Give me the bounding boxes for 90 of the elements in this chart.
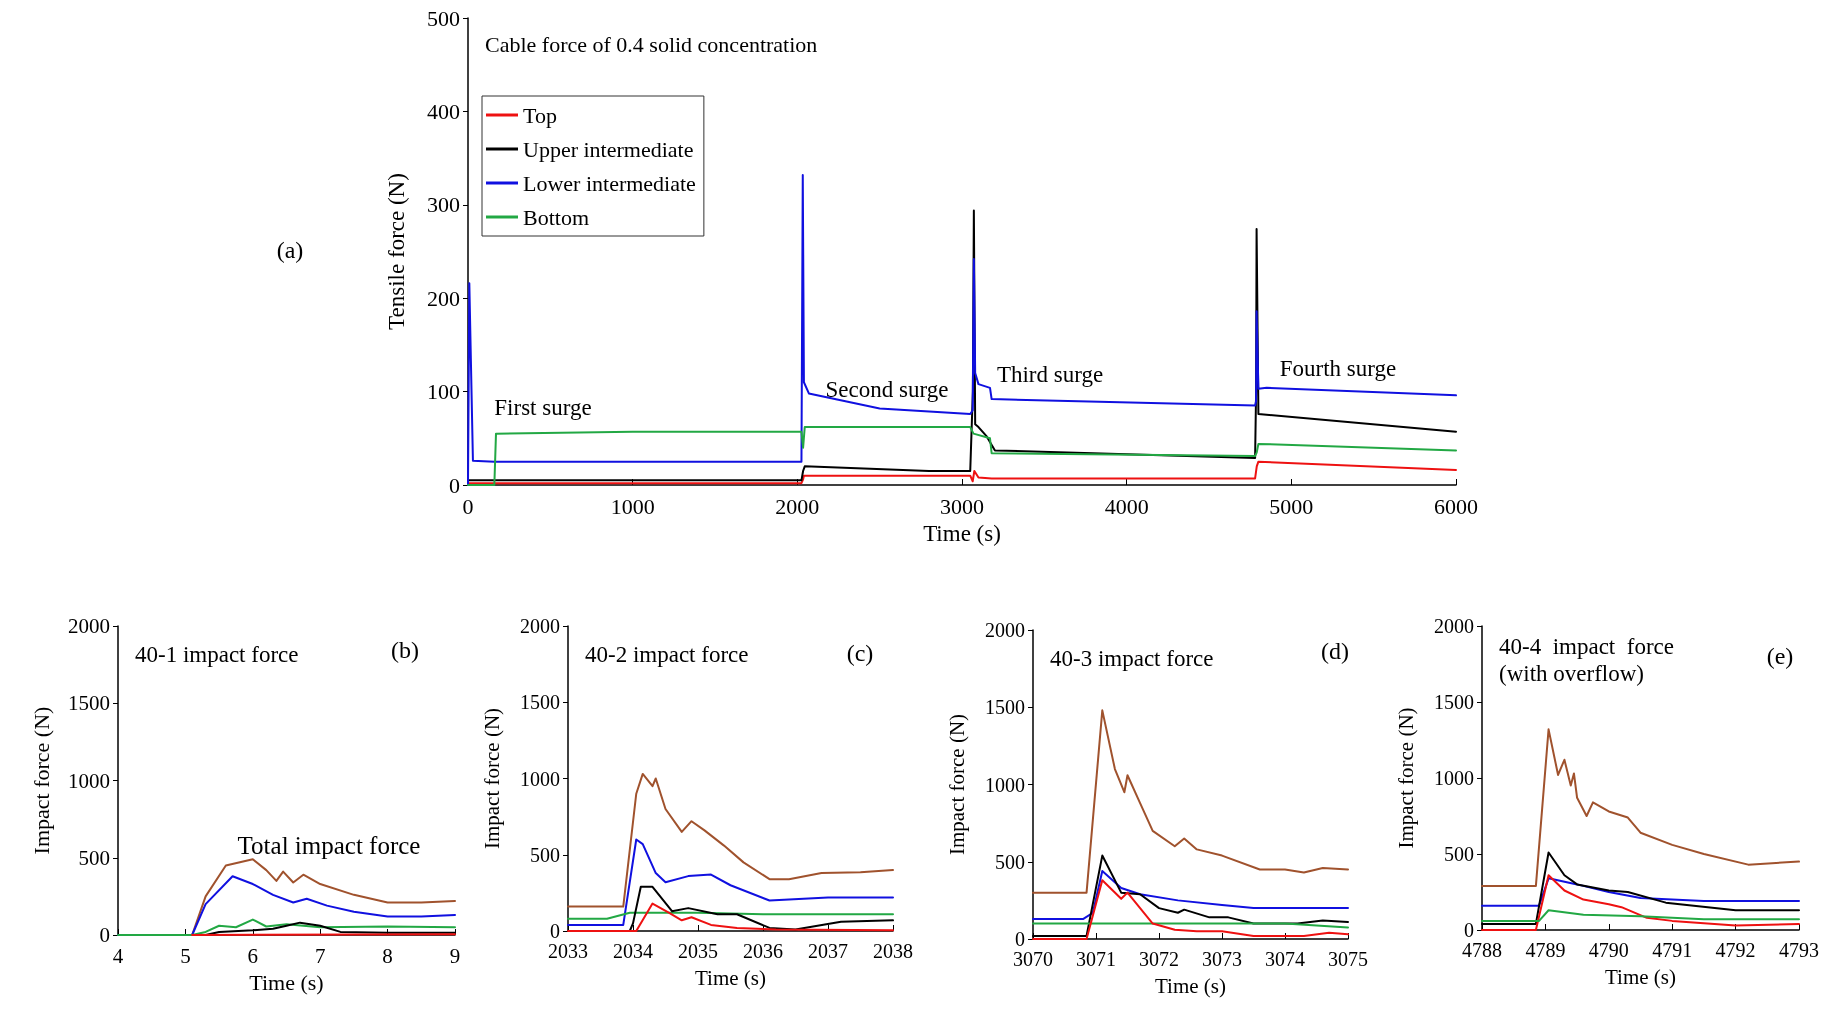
annotation: (b) bbox=[391, 637, 419, 663]
x-tick-label: 4000 bbox=[1104, 493, 1149, 519]
x-tick-label: 4792 bbox=[1715, 939, 1756, 961]
x-tick-label: 1000 bbox=[610, 493, 655, 519]
x-tick-label: 4790 bbox=[1588, 939, 1629, 961]
annotation: Third surge bbox=[996, 361, 1104, 387]
x-tick-label: 3070 bbox=[1013, 948, 1053, 970]
annotation: (d) bbox=[1321, 638, 1349, 664]
text: (a) bbox=[276, 237, 304, 263]
x-tick-label: 6000 bbox=[1434, 493, 1478, 519]
x-tick-label: 2036 bbox=[743, 940, 783, 962]
y-tick-label: 500 bbox=[78, 845, 110, 870]
text: 40-3 impact force bbox=[1050, 646, 1214, 671]
y-tick-label: 200 bbox=[427, 285, 460, 311]
y-tick-label: 500 bbox=[1444, 843, 1474, 865]
line-series bbox=[567, 838, 894, 926]
y-tick-label: 500 bbox=[995, 850, 1025, 873]
x-tick-label: 4793 bbox=[1779, 939, 1819, 961]
text: 40-2 impact force bbox=[585, 642, 749, 667]
x-tick-label: 3075 bbox=[1328, 948, 1368, 970]
y-tick-label: 0 bbox=[449, 472, 460, 498]
line-series bbox=[1481, 909, 1800, 922]
line-series bbox=[567, 772, 894, 908]
x-tick-label: 4788 bbox=[1462, 939, 1502, 961]
x-tick-label: 2033 bbox=[548, 940, 588, 962]
y-axis-title: Tensile force (N) bbox=[384, 173, 409, 330]
x-tick-label: 4791 bbox=[1652, 939, 1693, 961]
y-tick-label: 500 bbox=[530, 843, 560, 866]
x-tick-label: 4 bbox=[112, 943, 124, 968]
x-tick-label: 8 bbox=[382, 943, 393, 968]
x-tick-label: 2037 bbox=[808, 940, 848, 962]
y-tick-label: 1000 bbox=[68, 768, 110, 793]
x-tick-label: 6 bbox=[247, 943, 259, 968]
y-tick-label: 1000 bbox=[985, 773, 1025, 796]
x-tick-label: 3074 bbox=[1265, 948, 1305, 970]
y-tick-label: 1500 bbox=[1434, 691, 1474, 713]
legend-label: Bottom bbox=[523, 204, 590, 230]
annotation: Second surge bbox=[825, 376, 949, 402]
x-tick-label: 3073 bbox=[1202, 948, 1242, 970]
x-axis-title: Time (s) bbox=[695, 965, 766, 990]
y-tick-label: 1000 bbox=[520, 767, 560, 790]
y-tick-label: 400 bbox=[427, 98, 460, 124]
y-tick-label: 1500 bbox=[68, 691, 110, 716]
y-tick-label: 2000 bbox=[68, 614, 110, 638]
legend-label: Lower intermediate bbox=[523, 170, 696, 196]
x-tick-label: 7 bbox=[314, 943, 326, 968]
line-series bbox=[1481, 728, 1800, 887]
legend-label: Upper intermediate bbox=[523, 136, 694, 162]
line-series bbox=[1032, 709, 1349, 894]
y-axis-title: Impact force (N) bbox=[1393, 707, 1418, 849]
x-axis-title: Time (s) bbox=[1155, 973, 1226, 998]
x-tick-label: 4789 bbox=[1525, 939, 1566, 961]
x-tick-label: 3000 bbox=[940, 493, 984, 519]
y-tick-label: 2000 bbox=[985, 619, 1025, 641]
x-tick-label: 2038 bbox=[873, 940, 913, 962]
y-tick-label: 2000 bbox=[1434, 615, 1474, 637]
x-axis-title: Time (s) bbox=[923, 520, 1001, 546]
y-tick-label: 1500 bbox=[520, 691, 560, 714]
x-tick-label: 2034 bbox=[613, 940, 653, 962]
text: 40-1 impact force bbox=[135, 642, 299, 667]
line-series bbox=[1481, 877, 1800, 907]
line-series bbox=[1032, 870, 1349, 920]
x-tick-label: 3072 bbox=[1139, 948, 1179, 970]
x-axis-title: Time (s) bbox=[249, 969, 324, 995]
x-tick-label: 5000 bbox=[1269, 493, 1314, 519]
annotation: (c) bbox=[846, 640, 874, 666]
y-tick-label: 500 bbox=[427, 5, 460, 31]
x-axis-title: Time (s) bbox=[1605, 964, 1676, 989]
y-tick-label: 300 bbox=[427, 192, 460, 218]
annotation: Total impact force bbox=[237, 831, 421, 859]
x-tick-label: 2035 bbox=[678, 940, 718, 962]
y-axis-title: Impact force (N) bbox=[28, 706, 54, 855]
y-axis-title: Impact force (N) bbox=[944, 713, 969, 856]
y-tick-label: 0 bbox=[550, 920, 560, 942]
text: 40-4 impact force (with overflow) bbox=[1499, 634, 1674, 686]
x-tick-label: 9 bbox=[449, 943, 461, 968]
annotation: Fourth surge bbox=[1279, 355, 1397, 381]
legend-label: Top bbox=[523, 102, 557, 128]
x-tick-label: 5 bbox=[180, 943, 191, 968]
y-tick-label: 100 bbox=[427, 379, 460, 405]
y-tick-label: 0 bbox=[1464, 919, 1474, 941]
annotation: (e) bbox=[1766, 643, 1794, 669]
y-tick-label: 1500 bbox=[985, 696, 1025, 719]
x-tick-label: 2000 bbox=[775, 493, 820, 519]
y-tick-label: 1000 bbox=[1434, 767, 1474, 789]
y-tick-label: 2000 bbox=[520, 615, 560, 637]
y-axis-title: Impact force (N) bbox=[479, 707, 504, 850]
x-tick-label: 3071 bbox=[1076, 948, 1116, 970]
text: Cable force of 0.4 solid concentration bbox=[485, 32, 818, 57]
annotation: First surge bbox=[494, 394, 592, 420]
